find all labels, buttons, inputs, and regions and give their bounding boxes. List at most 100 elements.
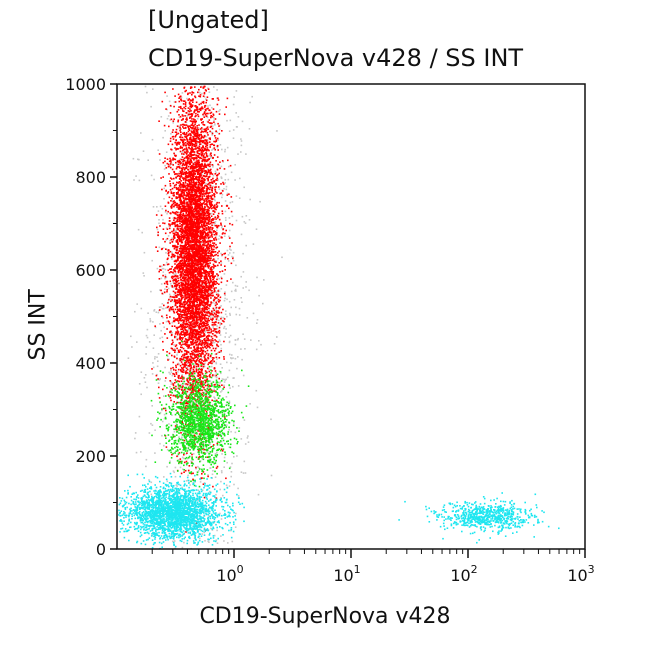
- series-1: [151, 85, 234, 533]
- data-point: [146, 386, 148, 389]
- data-point: [175, 369, 177, 372]
- data-point: [163, 187, 165, 190]
- data-point: [184, 283, 187, 286]
- data-point: [138, 383, 141, 385]
- data-point: [206, 132, 209, 134]
- data-point: [215, 179, 217, 181]
- data-point: [199, 285, 201, 287]
- data-point: [214, 275, 216, 277]
- data-point: [184, 423, 187, 425]
- data-point: [186, 383, 189, 386]
- data-point: [199, 198, 201, 200]
- data-point: [183, 202, 185, 205]
- data-point: [209, 467, 212, 469]
- data-point: [195, 318, 198, 321]
- data-point: [197, 304, 200, 306]
- data-point: [182, 206, 185, 209]
- data-point: [214, 334, 217, 337]
- data-point: [220, 277, 223, 280]
- data-point: [174, 425, 177, 427]
- data-point: [206, 349, 209, 352]
- data-point: [220, 183, 222, 185]
- data-point: [203, 199, 206, 201]
- data-point: [171, 136, 174, 138]
- data-point: [251, 95, 253, 98]
- data-point: [186, 330, 188, 332]
- data-point: [211, 186, 213, 189]
- data-point: [199, 231, 202, 234]
- data-point: [209, 138, 211, 141]
- data-point: [194, 105, 196, 107]
- data-point: [188, 296, 190, 298]
- data-point: [204, 322, 207, 325]
- data-point: [194, 184, 197, 186]
- data-point: [196, 125, 198, 127]
- data-point: [175, 240, 178, 242]
- data-point: [204, 163, 206, 165]
- data-point: [164, 366, 166, 369]
- data-point: [173, 431, 176, 433]
- data-point: [178, 436, 180, 438]
- data-point: [202, 158, 204, 160]
- data-point: [188, 221, 191, 224]
- data-point: [213, 242, 216, 244]
- data-point: [168, 298, 170, 301]
- data-point: [185, 198, 188, 201]
- data-point: [201, 121, 203, 124]
- data-point: [211, 255, 213, 257]
- data-point: [221, 433, 223, 435]
- data-point: [174, 263, 176, 265]
- data-point: [191, 357, 193, 359]
- data-point: [178, 289, 181, 292]
- data-point: [213, 266, 215, 269]
- data-point: [161, 208, 164, 210]
- data-point: [182, 369, 185, 371]
- data-point: [190, 247, 193, 249]
- data-point: [191, 335, 193, 337]
- data-point: [209, 104, 211, 107]
- data-point: [203, 124, 206, 126]
- data-point: [203, 153, 205, 155]
- data-point: [197, 411, 200, 414]
- data-point: [198, 133, 201, 136]
- data-point: [220, 311, 223, 314]
- data-point: [171, 331, 173, 334]
- data-point: [173, 158, 175, 160]
- data-point: [169, 308, 171, 310]
- data-point: [228, 235, 230, 238]
- data-point: [197, 209, 200, 211]
- data-point: [206, 182, 208, 185]
- data-point: [171, 258, 173, 260]
- data-point: [175, 301, 178, 303]
- data-point: [175, 344, 178, 346]
- data-point: [190, 472, 193, 475]
- data-point: [203, 365, 206, 368]
- data-point: [189, 387, 192, 390]
- data-point: [177, 375, 180, 377]
- data-point: [163, 168, 166, 170]
- data-point: [159, 159, 161, 161]
- data-point: [192, 349, 195, 352]
- data-point: [256, 276, 258, 279]
- data-point: [218, 132, 221, 135]
- data-point: [191, 261, 193, 264]
- data-point: [202, 217, 205, 219]
- data-point: [190, 186, 193, 189]
- data-point: [181, 355, 183, 358]
- data-point: [152, 321, 154, 323]
- data-point: [216, 425, 218, 428]
- data-point: [214, 427, 216, 429]
- data-point: [243, 419, 246, 421]
- data-point: [216, 452, 218, 454]
- data-point: [181, 546, 184, 549]
- data-point: [167, 305, 170, 308]
- data-point: [166, 117, 169, 120]
- data-point: [215, 336, 218, 338]
- data-point: [232, 385, 234, 388]
- data-point: [183, 169, 186, 171]
- data-point: [206, 216, 208, 219]
- data-point: [192, 453, 195, 455]
- data-point: [181, 92, 184, 94]
- data-point: [177, 490, 179, 492]
- data-point: [169, 268, 171, 270]
